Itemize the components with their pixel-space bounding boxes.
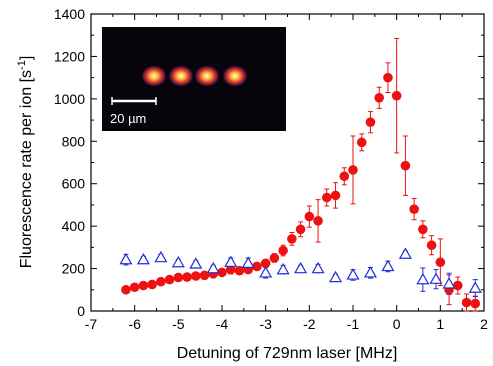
data-point-open (417, 274, 428, 284)
data-point-filled (191, 271, 201, 281)
data-point-filled (270, 253, 280, 263)
data-point-open (313, 263, 324, 273)
x-tick-label: -1 (347, 316, 360, 332)
x-tick-label: -5 (172, 316, 185, 332)
data-point-open (400, 249, 411, 259)
data-point-open (430, 274, 441, 284)
data-point-open (225, 257, 236, 267)
y-tick-label: 0 (77, 303, 85, 319)
data-point-open (348, 269, 359, 279)
data-point-filled (174, 273, 184, 283)
data-point-filled (366, 117, 376, 127)
data-point-open (243, 258, 254, 268)
y-tick-label: 800 (62, 133, 86, 149)
data-point-open (260, 267, 271, 277)
data-point-filled (287, 234, 297, 244)
data-point-open (190, 258, 201, 268)
x-tick-label: 1 (436, 316, 444, 332)
data-point-filled (427, 240, 437, 250)
data-point-open (155, 252, 166, 262)
data-point-open (120, 254, 131, 264)
x-tick-label: 2 (480, 316, 488, 332)
data-point-filled (348, 165, 358, 175)
data-point-filled (453, 281, 463, 291)
y-axis-label-main: Fluorescence rate per ion [s (18, 70, 35, 268)
scale-bar-label: 20 µm (110, 111, 146, 126)
x-tick-label: 0 (393, 316, 401, 332)
y-tick-label: 1400 (54, 6, 85, 22)
x-tick-label: -4 (216, 316, 229, 332)
data-point-filled (165, 275, 175, 285)
data-point-filled (462, 298, 472, 308)
data-point-open (138, 254, 149, 264)
data-point-filled (436, 257, 446, 267)
data-point-filled (401, 161, 411, 171)
y-axis-label-exponent: -1 (16, 60, 28, 70)
data-point-filled (147, 280, 157, 290)
inset-image: 20 µm (102, 27, 286, 131)
data-point-filled (409, 204, 419, 214)
x-axis-label: Detuning of 729nm laser [MHz] (177, 345, 398, 362)
x-tick-label: -6 (128, 316, 141, 332)
data-point-open (208, 263, 219, 273)
data-point-filled (121, 285, 131, 295)
data-point-filled (296, 225, 306, 235)
data-point-open (295, 263, 306, 273)
data-point-filled (418, 225, 428, 235)
x-tick-label: -7 (85, 316, 98, 332)
data-point-filled (374, 93, 384, 103)
data-point-open (365, 267, 376, 277)
y-tick-label: 1200 (54, 48, 85, 64)
y-tick-label: 1000 (54, 91, 85, 107)
y-tick-label: 400 (62, 218, 86, 234)
y-tick-label: 600 (62, 176, 86, 192)
data-point-filled (331, 191, 341, 201)
x-tick-label: -2 (303, 316, 316, 332)
data-point-filled (383, 73, 393, 83)
data-point-filled (278, 246, 288, 256)
data-point-filled (156, 277, 166, 287)
data-point-filled (322, 193, 332, 203)
data-point-open (382, 261, 393, 271)
y-tick-labels: 0 200 400 600 800 1000 1200 1400 (54, 6, 85, 319)
ion-glow (141, 65, 167, 87)
data-point-filled (130, 282, 140, 292)
data-point-filled (305, 212, 315, 222)
ion-glow (194, 65, 220, 87)
ion-glow (222, 65, 248, 87)
data-point-filled (313, 216, 323, 226)
data-point-open (173, 257, 184, 267)
data-point-open (444, 278, 455, 288)
data-point-open (330, 272, 341, 282)
x-tick-label: -3 (259, 316, 272, 332)
ion-glow (168, 65, 194, 87)
y-axis-label-close: ] (18, 56, 35, 60)
data-point-open (470, 283, 481, 293)
data-point-filled (339, 171, 349, 181)
x-tick-labels: -7 -6 -5 -4 -3 -2 -1 0 1 2 (85, 316, 488, 332)
y-tick-label: 200 (62, 261, 86, 277)
data-point-filled (139, 281, 149, 291)
data-point-filled (392, 91, 402, 101)
data-point-filled (357, 138, 367, 148)
data-point-open (278, 264, 289, 274)
data-point-filled (182, 272, 192, 282)
y-axis-label: Fluorescence rate per ion [s-1] (16, 56, 35, 269)
data-point-filled (470, 299, 480, 309)
